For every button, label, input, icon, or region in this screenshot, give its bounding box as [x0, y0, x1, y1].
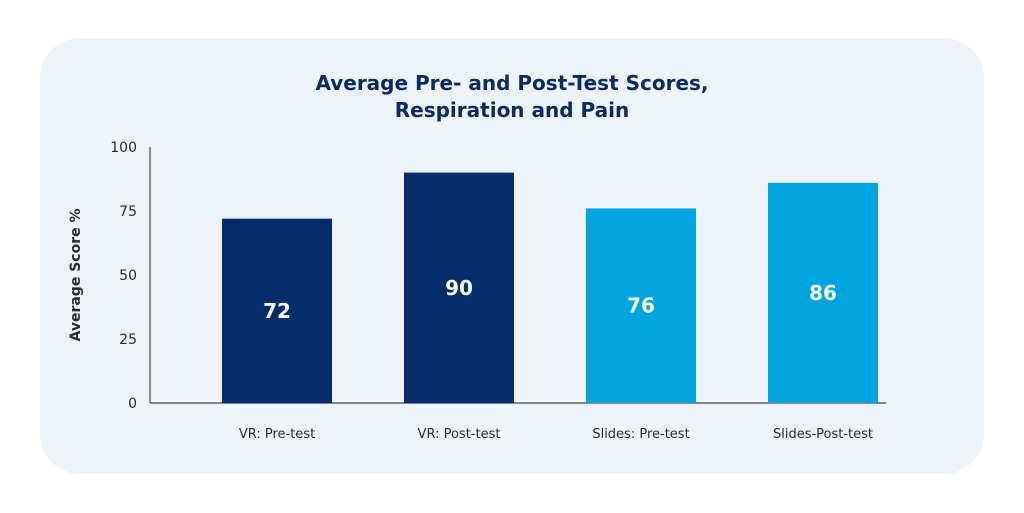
y-tick-label: 0	[128, 396, 137, 412]
chart-title-line-2: Respiration and Pain	[394, 98, 630, 122]
x-tick-label: Slides-Post-test	[773, 427, 873, 442]
x-tick-label: VR: Post-test	[418, 427, 501, 442]
bar-value-label: 90	[445, 276, 473, 300]
labels: 0 25 50 75 100 Average Score % 72 VR: Pre-test 9…	[68, 140, 873, 442]
x-tick-label: Slides: Pre-test	[592, 427, 689, 442]
bar-value-label: 72	[263, 299, 291, 323]
y-tick-label: 75	[119, 204, 137, 220]
bar-value-label: 86	[809, 281, 837, 305]
y-tick-label: 25	[119, 332, 137, 348]
bar	[768, 182, 878, 403]
y-tick-label: 100	[110, 140, 137, 156]
bars	[222, 172, 878, 403]
chart-title-line-1: Average Pre- and Post-Test Scores,	[315, 71, 709, 95]
bar-value-label: 76	[627, 294, 655, 318]
x-tick-label: VR: Pre-test	[239, 427, 315, 442]
chart-title: Average Pre- and Post-Test Scores, Respi…	[40, 70, 984, 124]
bar	[222, 218, 332, 403]
bar	[586, 208, 696, 403]
y-axis-title: Average Score %	[68, 209, 84, 342]
y-tick-label: 50	[119, 268, 137, 284]
bar	[404, 172, 514, 403]
